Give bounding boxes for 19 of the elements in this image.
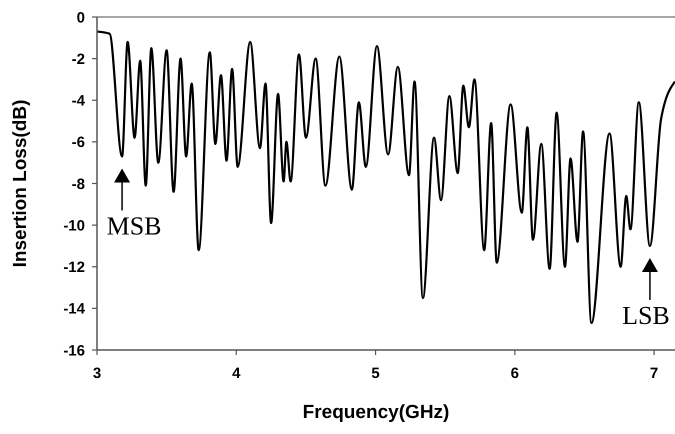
x-tick-label: 3 xyxy=(92,365,102,382)
x-axis-title: Frequency(GHz) xyxy=(302,402,450,423)
annotation: LSB xyxy=(622,300,670,330)
x-tick-label: 4 xyxy=(232,365,242,382)
y-tick-label: -2 xyxy=(72,50,85,68)
y-tick-label: 0 xyxy=(76,9,85,26)
y-tick-label: -6 xyxy=(72,134,85,152)
annotation: MSB xyxy=(106,211,162,240)
y-axis-title: Insertion Loss(dB) xyxy=(10,100,31,268)
y-tick-label: -14 xyxy=(63,300,86,318)
y-tick-label: -12 xyxy=(63,259,85,276)
line-series xyxy=(96,30,675,324)
x-tick-label: 6 xyxy=(510,365,520,382)
x-tick-label: 7 xyxy=(650,365,658,382)
y-tick-label: -8 xyxy=(72,176,85,193)
y-tick-label: -16 xyxy=(63,342,85,360)
y-tick-label: -4 xyxy=(72,92,86,110)
y-tick-label: -10 xyxy=(63,217,85,234)
x-tick-label: 5 xyxy=(371,365,380,382)
